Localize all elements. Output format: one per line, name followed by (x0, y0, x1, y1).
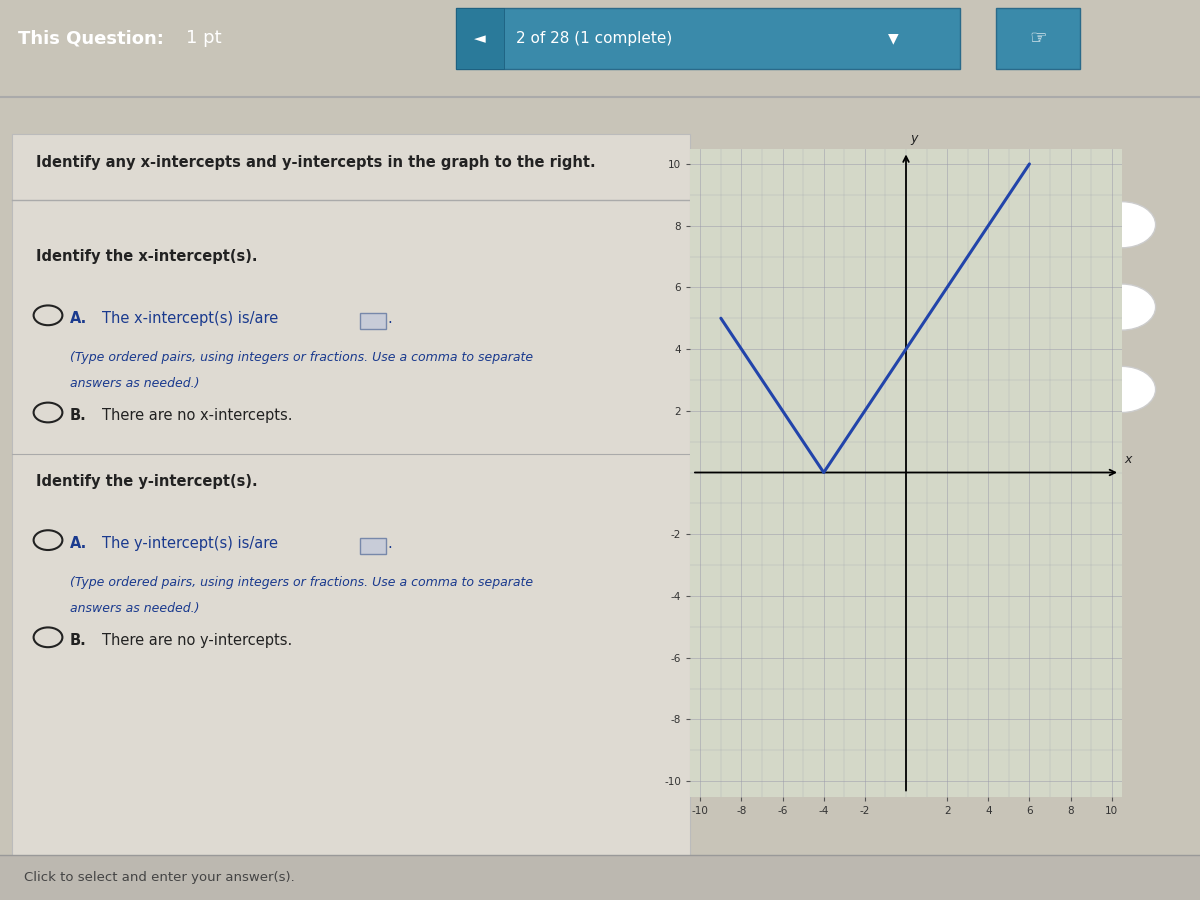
Text: Identify the y-intercept(s).: Identify the y-intercept(s). (36, 474, 258, 490)
Text: Identify the x-intercept(s).: Identify the x-intercept(s). (36, 249, 258, 265)
Text: B.: B. (70, 634, 86, 648)
Text: B.: B. (70, 409, 86, 423)
Text: The x-intercept(s) is/are: The x-intercept(s) is/are (102, 311, 278, 326)
Text: Click to select and enter your answer(s).: Click to select and enter your answer(s)… (24, 871, 295, 885)
Bar (360, 537, 386, 554)
Bar (456, 7, 504, 69)
Text: answers as needed.): answers as needed.) (70, 377, 199, 390)
Text: This Question:: This Question: (18, 29, 164, 47)
Text: 1 pt: 1 pt (186, 29, 222, 47)
Bar (360, 313, 386, 329)
Text: answers as needed.): answers as needed.) (70, 602, 199, 615)
Text: ☞: ☞ (1030, 29, 1046, 48)
Text: (Type ordered pairs, using integers or fractions. Use a comma to separate: (Type ordered pairs, using integers or f… (70, 351, 533, 364)
Text: .: . (388, 536, 392, 551)
Circle shape (1088, 284, 1156, 330)
Text: 2 of 28 (1 complete): 2 of 28 (1 complete) (516, 31, 672, 46)
Text: y: y (910, 132, 918, 146)
Text: A.: A. (70, 536, 86, 551)
Bar (996, 7, 1080, 69)
Text: There are no x-intercepts.: There are no x-intercepts. (102, 409, 293, 423)
Bar (456, 7, 960, 69)
Text: Identify any x-intercepts and y-intercepts in the graph to the right.: Identify any x-intercepts and y-intercep… (36, 156, 595, 170)
Text: The y-intercept(s) is/are: The y-intercept(s) is/are (102, 536, 278, 551)
Circle shape (1088, 366, 1156, 412)
Circle shape (1088, 202, 1156, 248)
Text: There are no y-intercepts.: There are no y-intercepts. (102, 634, 293, 648)
Text: x: x (1124, 454, 1132, 466)
Bar (12, 134, 690, 859)
Text: A.: A. (70, 311, 86, 326)
Bar (0, 855, 1200, 900)
Text: ▼: ▼ (888, 32, 899, 45)
Text: .: . (388, 311, 392, 326)
Text: (Type ordered pairs, using integers or fractions. Use a comma to separate: (Type ordered pairs, using integers or f… (70, 575, 533, 589)
Text: ◄: ◄ (474, 31, 486, 46)
